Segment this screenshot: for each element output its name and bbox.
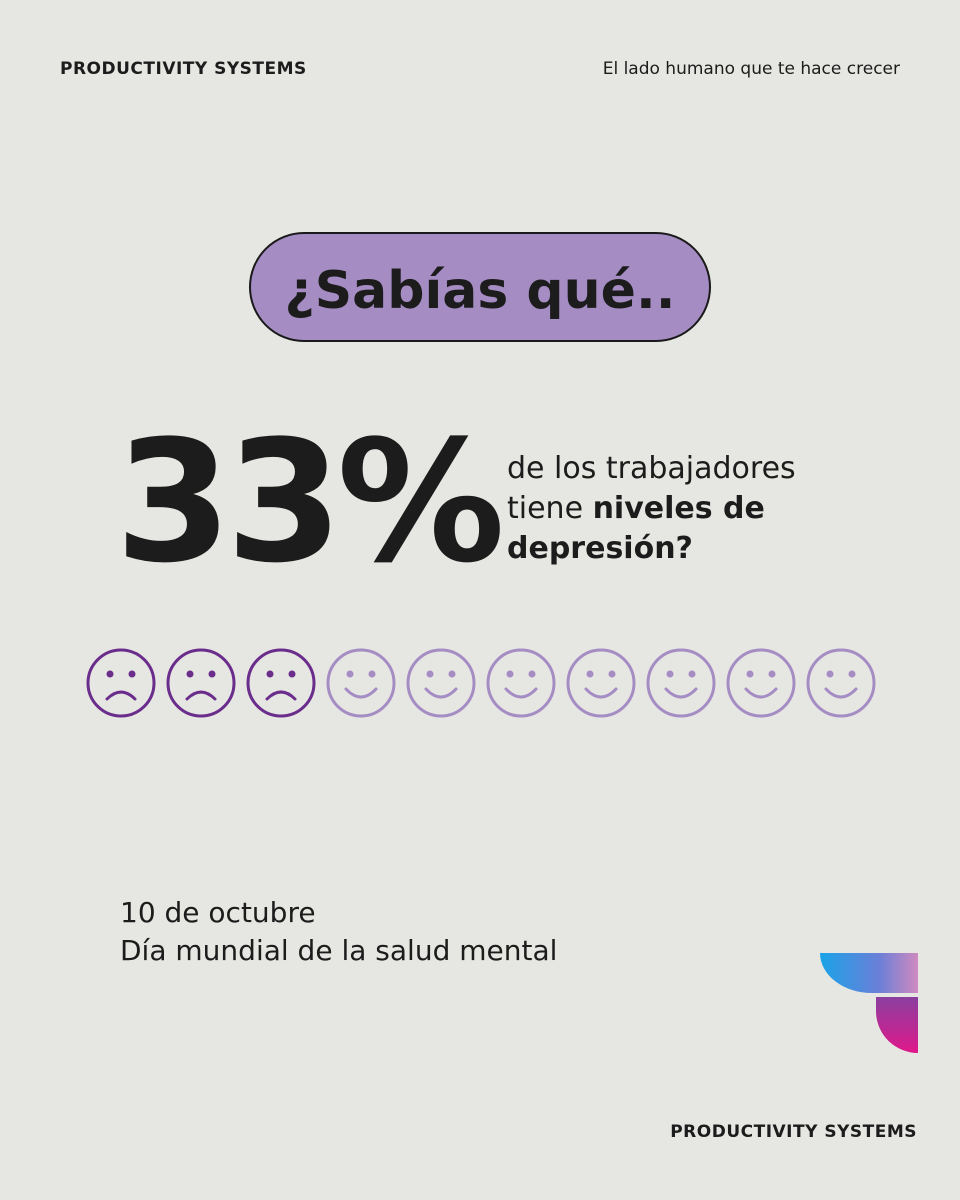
face <box>166 648 236 718</box>
logo-top <box>820 953 918 993</box>
eye <box>106 670 114 678</box>
mouth <box>265 690 297 701</box>
faces <box>86 648 876 718</box>
stat-text: tiene <box>507 491 593 526</box>
face <box>566 648 636 718</box>
eye <box>288 670 296 678</box>
face <box>246 648 316 718</box>
eye <box>426 670 434 678</box>
eye <box>528 670 536 678</box>
stat-emphasis: depresión? <box>507 531 693 566</box>
face <box>326 648 396 718</box>
stat-emphasis: niveles de <box>593 491 765 526</box>
eye <box>746 670 754 678</box>
mouth <box>105 690 137 701</box>
eye <box>768 670 776 678</box>
brand: PRODUCTIVITY SYSTEMS <box>60 59 307 79</box>
eye <box>448 670 456 678</box>
mouth <box>824 687 858 699</box>
face <box>646 648 716 718</box>
face <box>406 648 476 718</box>
eye <box>186 670 194 678</box>
eye <box>346 670 354 678</box>
mouth <box>744 687 778 699</box>
stat-line: de los trabajadores <box>507 451 796 486</box>
stat-value: 33% <box>115 404 500 600</box>
stat-line: tiene niveles de <box>507 491 765 526</box>
eye <box>208 670 216 678</box>
logo-stem <box>876 997 918 1053</box>
logo <box>820 953 918 1053</box>
eye <box>608 670 616 678</box>
pill <box>249 232 711 342</box>
pill-text: ¿Sabías qué.. <box>285 261 676 321</box>
eye <box>128 670 136 678</box>
eye <box>586 670 594 678</box>
tagline: El lado humano que te hace crecer <box>603 59 900 79</box>
mouth <box>664 687 698 699</box>
eye <box>688 670 696 678</box>
mouth <box>344 687 378 699</box>
footer-brand: PRODUCTIVITY SYSTEMS <box>670 1122 917 1142</box>
face <box>806 648 876 718</box>
face <box>86 648 156 718</box>
event: Día mundial de la salud mental <box>120 934 557 967</box>
eye <box>506 670 514 678</box>
eye <box>266 670 274 678</box>
face <box>486 648 556 718</box>
eye <box>368 670 376 678</box>
eye <box>666 670 674 678</box>
eye <box>848 670 856 678</box>
face <box>726 648 796 718</box>
eye <box>826 670 834 678</box>
mouth <box>185 690 217 701</box>
mouth <box>424 687 458 699</box>
mouth <box>584 687 618 699</box>
mouth <box>504 687 538 699</box>
date: 10 de octubre <box>120 896 316 929</box>
